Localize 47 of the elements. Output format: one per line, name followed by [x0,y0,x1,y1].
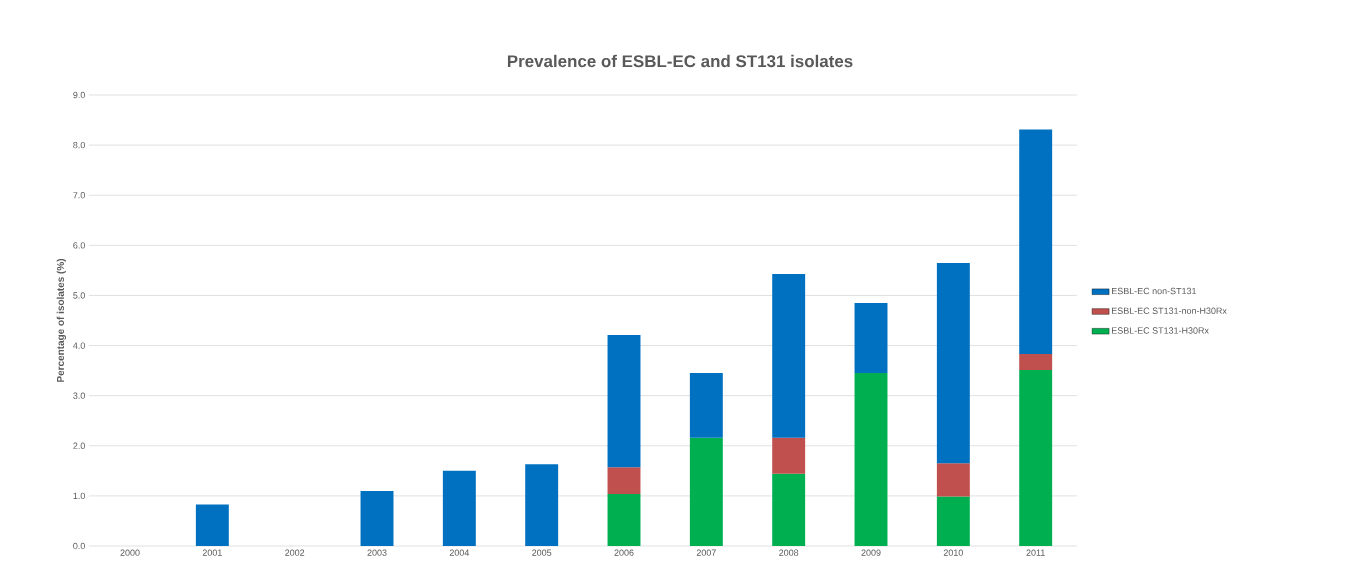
x-tick-label: 2011 [1026,549,1045,556]
bar [689,437,723,546]
x-tick-label: 2009 [861,549,881,556]
y-tick-label: 6.0 [73,242,85,249]
bar [1019,370,1053,546]
x-tick-label: 2001 [202,549,222,556]
bar [936,463,970,497]
x-tick-label: 2005 [532,549,552,556]
y-tick-label: 9.0 [73,91,85,99]
bar [195,504,229,546]
bar [936,262,970,464]
bar [607,335,641,468]
bar [772,273,806,438]
y-tick-label: 1.0 [73,492,85,500]
chart-title: Prevalence of ESBL-EC and ST131 isolates [507,54,853,68]
bar [936,496,970,546]
x-tick-label: 2004 [449,549,470,556]
bar [854,373,888,546]
bar [360,490,394,546]
bar [1019,129,1053,355]
y-tick-label: 0.0 [73,542,85,550]
legend-label: ESBL-EC ST131-non-H30Rx [1112,307,1227,314]
bar [854,302,888,374]
bar [525,464,559,546]
bar [442,470,476,546]
bar [1019,354,1053,371]
y-axis-title: Percentage of isolates (%) [56,259,67,382]
y-tick-label: 4.0 [73,342,85,349]
bar [772,473,806,546]
y-tick-label: 5.0 [73,292,85,299]
x-tick-label: 2006 [614,549,634,556]
y-tick-label: 2.0 [73,442,85,449]
y-tick-label: 3.0 [73,392,85,399]
x-tick-label: 2003 [367,549,387,556]
x-tick-label: 2002 [285,549,305,556]
x-tick-label: 2010 [943,549,963,556]
bar [772,437,806,474]
y-tick-label: 8.0 [73,141,85,149]
y-tick-label: 7.0 [73,192,85,199]
legend-label: ESBL-EC ST131-H30Rx [1112,327,1209,334]
bar [607,467,641,494]
x-tick-label: 2007 [696,549,716,556]
x-tick-label: 2000 [120,549,140,556]
bar [607,493,641,546]
bar [689,373,723,438]
x-tick-label: 2008 [779,549,799,556]
legend-label: ESBL-EC non-ST131 [1112,287,1197,295]
